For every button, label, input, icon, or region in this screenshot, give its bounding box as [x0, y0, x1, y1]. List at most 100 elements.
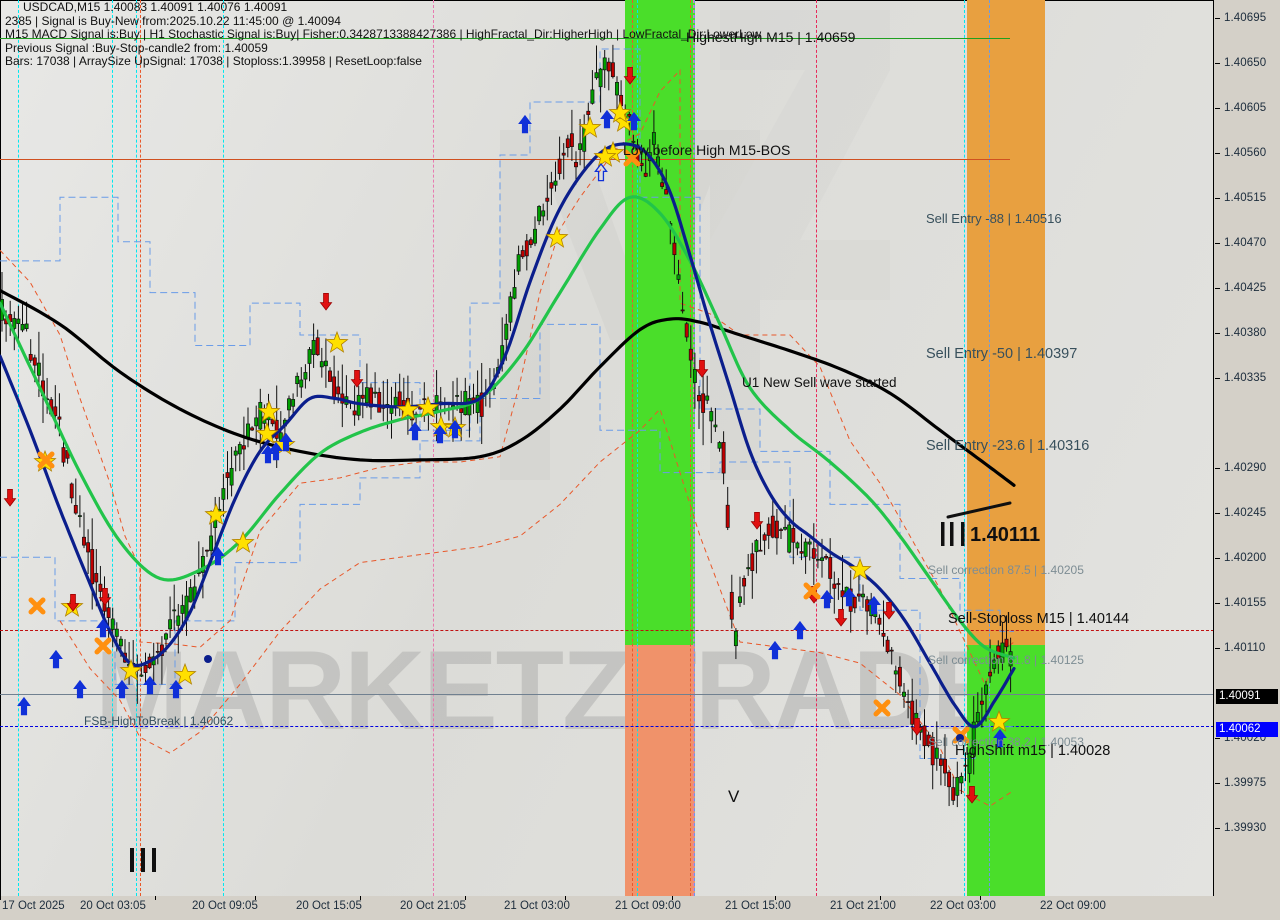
bar-count-marker-left	[128, 846, 162, 879]
time-tick-mark	[155, 896, 156, 900]
new-sell-wave: U1 New Sell wave started	[742, 375, 897, 390]
time-tick-mark	[880, 896, 881, 900]
time-tick-label: 21 Oct 15:00	[725, 900, 791, 912]
time-tick-mark	[0, 896, 1, 900]
price-tick-label: 1.40290	[1224, 462, 1267, 474]
price-tick-mark	[1215, 648, 1220, 649]
time-tick-mark	[465, 896, 466, 900]
price-tick-label: 1.40335	[1224, 372, 1267, 384]
chart-info-header: USDCAD,M15 1.40083 1.40091 1.40076 1.400…	[5, 0, 762, 69]
band-orange-right	[967, 0, 1045, 645]
time-tick-mark	[565, 896, 566, 900]
price-tick-label: 1.40650	[1224, 57, 1267, 69]
ask-price-tag: 1.40062	[1216, 722, 1278, 737]
price-tick-mark	[1215, 558, 1220, 559]
vline-cyan-3	[136, 0, 137, 896]
low-before-high-bos: Low before High M15-BOS	[623, 142, 791, 158]
price-scale[interactable]: 1.40695 1.40650 1.40605 1.40560 1.40515 1.404…	[1214, 0, 1280, 896]
vline-pink-3	[816, 0, 817, 896]
price-tick-label: 1.40245	[1224, 507, 1267, 519]
price-tick-mark	[1215, 288, 1220, 289]
time-tick-label: 22 Oct 09:00	[1040, 900, 1106, 912]
time-tick-label: 21 Oct 03:00	[504, 900, 570, 912]
info-line-3: Bars: 17038 | ArraySize UpSignal: 17038 …	[5, 54, 422, 69]
sell-correction-618: Sell correction 61.8 | 1.40125	[928, 653, 1084, 667]
time-tick-label: 20 Oct 15:05	[296, 900, 362, 912]
band-salmon-mid	[625, 645, 695, 896]
chart-plot-area[interactable]: MARKETZTRADE Low before High M15-BOS Sell…	[0, 0, 1214, 896]
time-tick-mark	[775, 896, 776, 900]
time-tick-mark	[360, 896, 361, 900]
time-tick-mark	[980, 896, 981, 900]
watermark-text: MARKETZTRADE	[95, 628, 1006, 753]
info-line-0: 2385 | Signal is Buy-New from:2025.10.22…	[5, 13, 341, 28]
price-tick-mark	[1215, 738, 1220, 739]
price-tick-label: 1.40155	[1224, 597, 1267, 609]
price-tick-label: 1.40110	[1224, 642, 1266, 654]
info-line-1: M15 MACD Signal is:Buy | H1 Stochastic S…	[5, 27, 762, 42]
bid-price-big: 1.40111	[970, 524, 1041, 546]
hline-stoploss	[0, 630, 1213, 631]
band-green-mid	[625, 0, 671, 645]
price-tick-label: 1.40605	[1224, 102, 1267, 114]
vline-pink-1	[433, 0, 434, 896]
info-line-2: Previous Signal :Buy-Stop-candle2 from: …	[5, 40, 268, 55]
price-tick-mark	[1215, 18, 1220, 19]
hline-bid	[0, 694, 1213, 695]
price-tick-label: 1.40425	[1224, 282, 1267, 294]
price-tick-label: 1.40560	[1224, 147, 1267, 159]
price-tick-label: 1.40515	[1224, 192, 1267, 204]
time-tick-label: 17 Oct 2025	[2, 900, 65, 912]
time-scale[interactable]: 17 Oct 2025 20 Oct 03:05 20 Oct 09:05 20 Oc…	[0, 896, 1280, 920]
price-tick-mark	[1215, 63, 1220, 64]
vline-orange-2	[632, 0, 633, 896]
sell-entry-236: Sell Entry -23.6 | 1.40316	[926, 438, 1090, 454]
vline-cyan-2	[112, 0, 113, 896]
time-tick-mark	[255, 896, 256, 900]
highshift-m15: HighShift m15 | 1.40028	[955, 743, 1111, 759]
price-tick-mark	[1215, 108, 1220, 109]
vline-orange-3	[690, 0, 691, 896]
price-tick-mark	[1215, 378, 1220, 379]
band-green-right	[967, 645, 1045, 896]
fsb-high-to-break: FSB-HighToBreak | 1.40062	[84, 714, 234, 728]
sell-entry-50: Sell Entry -50 | 1.40397	[926, 346, 1078, 362]
price-tick-mark	[1215, 828, 1220, 829]
price-tick-mark	[1215, 243, 1220, 244]
symbol-ohlc-line: USDCAD,M15 1.40083 1.40091 1.40076 1.400…	[23, 0, 288, 14]
bid-price-tag: 1.40091	[1216, 689, 1278, 704]
price-tick-mark	[1215, 468, 1220, 469]
price-tick-mark	[1215, 603, 1220, 604]
price-tick-label: 1.39975	[1224, 777, 1267, 789]
vline-cyan-5	[637, 0, 638, 896]
time-tick-mark	[672, 896, 673, 900]
bar-count-marker-bid	[940, 521, 970, 552]
vline-orange-1	[140, 0, 141, 896]
price-tick-label: 1.40470	[1224, 237, 1267, 249]
band-green-mid-2	[671, 0, 695, 645]
broker-logo-watermark	[500, 10, 890, 480]
price-tick-mark	[1215, 153, 1220, 154]
vline-pink-2	[693, 0, 694, 896]
vline-blue-1	[694, 0, 695, 896]
highest-high-label: HighestHigh M15 | 1.40659	[686, 29, 856, 45]
v-marker: V	[728, 787, 740, 806]
price-tick-label: 1.39930	[1224, 822, 1267, 834]
time-tick-label: 22 Oct 03:00	[930, 900, 996, 912]
sell-stoploss-m15: Sell-Stoploss M15 | 1.40144	[948, 611, 1130, 627]
vline-cyan-4	[223, 0, 224, 896]
vline-cyan-1	[18, 0, 19, 896]
time-tick-label: 21 Oct 21:00	[830, 900, 896, 912]
time-tick-label: 21 Oct 09:00	[615, 900, 681, 912]
hline-bos	[0, 159, 1010, 160]
price-tick-label: 1.40200	[1224, 552, 1267, 564]
price-tick-label: 1.40695	[1224, 12, 1267, 24]
price-tick-mark	[1215, 513, 1220, 514]
time-tick-label: 20 Oct 09:05	[192, 900, 258, 912]
price-tick-label: 1.40380	[1224, 327, 1267, 339]
sell-entry-88: Sell Entry -88 | 1.40516	[926, 211, 1062, 226]
price-tick-mark	[1215, 333, 1220, 334]
time-tick-label: 20 Oct 21:05	[400, 900, 466, 912]
price-tick-mark	[1215, 198, 1220, 199]
